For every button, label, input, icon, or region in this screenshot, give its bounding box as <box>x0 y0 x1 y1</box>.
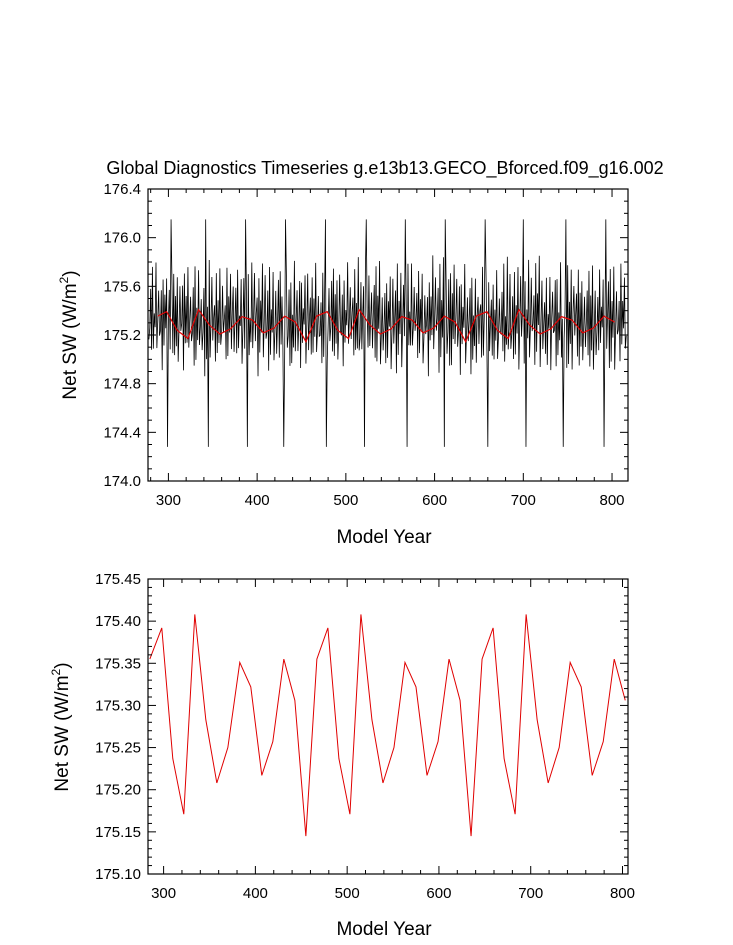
x-tick-label: 700 <box>518 885 543 902</box>
y-tick-label: 176.4 <box>103 181 141 198</box>
y-tick-label: 175.2 <box>103 327 141 344</box>
y-tick-label: 175.20 <box>95 782 141 799</box>
y-axis-label-text: Net SW (W/m <box>52 675 73 791</box>
timeseries-chart-top: Global Diagnostics Timeseries g.e13b13.G… <box>57 158 664 548</box>
y-tick-label: 175.30 <box>95 697 141 714</box>
axes-group: 300 400 500 600 700 800 175.10 175.15 175.20 175.… <box>95 571 635 902</box>
annual-mean-series-line <box>149 614 626 837</box>
x-tick-label: 600 <box>422 492 447 509</box>
y-axis-label: Net SW (W/m2) <box>57 270 81 399</box>
y-tick-label: 175.40 <box>95 613 141 630</box>
y-tick-label: 176.0 <box>103 230 141 247</box>
x-tick-label: 800 <box>600 492 625 509</box>
x-tick-label: 700 <box>511 492 536 509</box>
annual-mean-series-line <box>157 308 615 344</box>
x-axis-label: Model Year <box>336 919 432 940</box>
y-tick-label: 175.10 <box>95 866 141 883</box>
x-tick-label: 500 <box>333 492 358 509</box>
y-tick-label: 174.8 <box>103 376 141 393</box>
x-tick-label: 400 <box>245 492 270 509</box>
x-tick-label: 500 <box>335 885 360 902</box>
y-axis-label-end: ) <box>60 270 81 276</box>
chart-title: Global Diagnostics Timeseries g.e13b13.G… <box>106 158 663 179</box>
x-tick-label: 400 <box>243 885 268 902</box>
y-tick-label: 175.25 <box>95 740 141 757</box>
axes-group: 300 400 500 600 700 800 174.0 174.4 174.8 175.2 17… <box>103 181 628 509</box>
timeseries-chart-bottom: 300 400 500 600 700 800 175.10 175.15 175.20 175.… <box>49 571 635 940</box>
y-tick-label: 175.45 <box>95 571 141 588</box>
x-tick-label: 300 <box>156 492 181 509</box>
x-axis-label: Model Year <box>336 527 432 548</box>
y-tick-label: 175.35 <box>95 655 141 672</box>
y-axis-label-superscript: 2 <box>57 276 71 283</box>
y-axis-label-superscript: 2 <box>49 668 63 675</box>
x-tick-label: 300 <box>151 885 176 902</box>
series-group <box>149 614 626 837</box>
y-axis-label: Net SW (W/m2) <box>49 662 73 791</box>
x-tick-label: 600 <box>426 885 451 902</box>
series-group <box>148 219 627 447</box>
x-tick-label: 800 <box>610 885 635 902</box>
plot-frame <box>147 578 629 875</box>
y-tick-label: 174.0 <box>103 473 141 490</box>
y-tick-label: 174.4 <box>103 424 141 441</box>
monthly-series-line <box>148 219 627 447</box>
y-axis-label-end: ) <box>52 662 73 668</box>
y-axis-label-text: Net SW (W/m <box>60 283 81 399</box>
y-tick-label: 175.6 <box>103 278 141 295</box>
y-tick-label: 175.15 <box>95 824 141 841</box>
